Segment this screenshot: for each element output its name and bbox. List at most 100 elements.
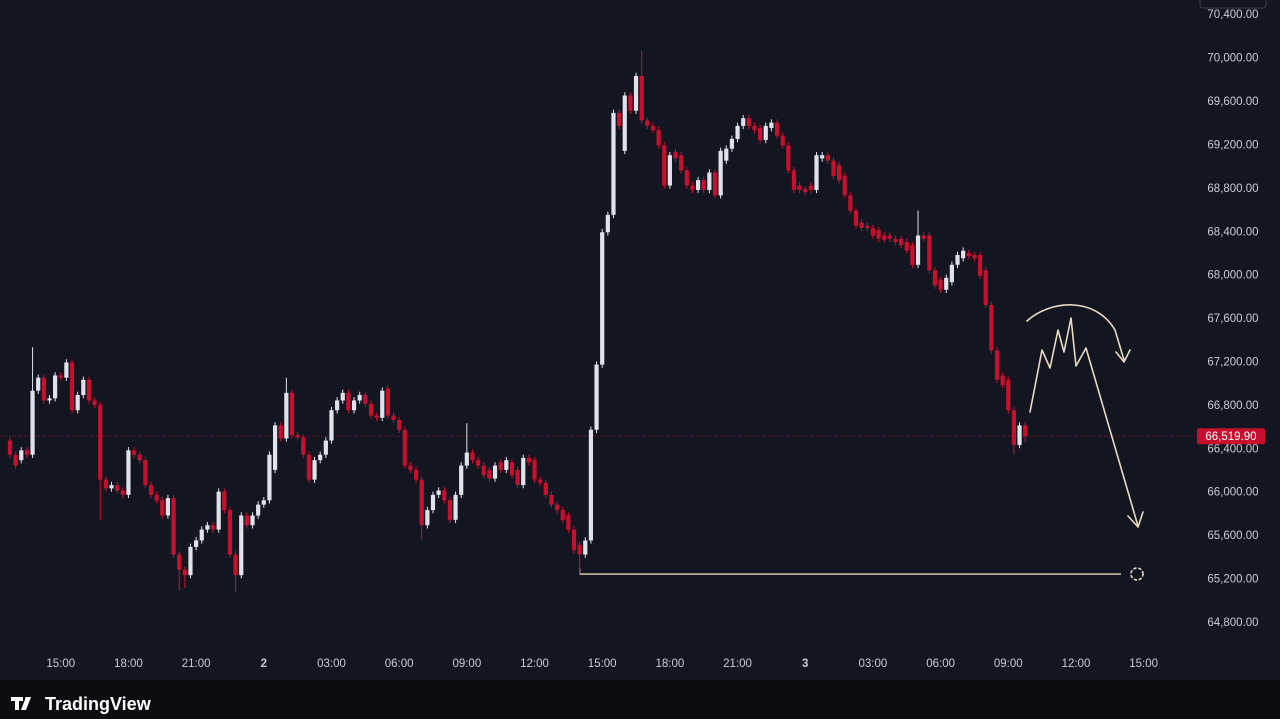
candle-body: [786, 145, 791, 171]
logo-dot: [25, 697, 29, 701]
y-tick-label: 65,200.00: [1207, 574, 1258, 586]
candle-body: [109, 485, 114, 489]
candle-body: [1006, 379, 1011, 411]
candle-body: [267, 454, 272, 501]
candle-body: [126, 450, 131, 495]
candle-body: [504, 460, 509, 470]
candle-body: [165, 498, 171, 516]
candle-body: [481, 465, 486, 476]
candle-body: [19, 450, 24, 461]
candle-body: [301, 437, 306, 455]
x-tick-label: 2: [261, 658, 267, 670]
candle-body: [69, 362, 75, 411]
candle-body: [820, 155, 825, 159]
candle-body: [825, 155, 830, 161]
candle-body: [588, 429, 594, 541]
candle-body: [295, 435, 300, 438]
x-tick-label: 15:00: [46, 658, 75, 670]
candle-body: [335, 400, 340, 411]
candle-body: [735, 125, 740, 139]
candle-body: [893, 238, 898, 243]
candle-body: [808, 185, 813, 190]
y-tick-label: 66,800.00: [1207, 400, 1258, 412]
y-tick-label: 64,800.00: [1207, 617, 1258, 629]
candle-body: [425, 510, 430, 526]
candle-body: [98, 404, 103, 480]
x-tick-label: 09:00: [452, 658, 481, 670]
candle-body: [780, 135, 785, 146]
candle-body: [368, 403, 374, 416]
candle-body: [752, 125, 757, 131]
candle-body: [261, 500, 266, 505]
candle-body: [662, 145, 667, 186]
candle-body: [549, 494, 554, 505]
candle-body: [707, 172, 712, 190]
candle-body: [41, 377, 46, 401]
brand-logo: TradingView: [11, 694, 152, 714]
candle-body: [24, 450, 30, 455]
candle-body: [120, 490, 125, 495]
x-tick-label: 3: [802, 658, 808, 670]
candle-body: [690, 185, 695, 190]
x-tick-label: 18:00: [114, 658, 143, 670]
zigzag-arrow: [1029, 317, 1139, 527]
candle-body: [741, 118, 746, 126]
candle-body: [791, 170, 797, 190]
x-tick-label: 21:00: [182, 658, 211, 670]
candle-body: [983, 270, 988, 305]
candle-body: [617, 112, 622, 126]
candle-body: [210, 525, 216, 530]
candle-body: [865, 225, 870, 228]
candle-body: [188, 546, 193, 576]
candle-body: [543, 482, 548, 495]
candle-body: [848, 195, 853, 211]
plot-area: 64,800.00 65,200.00 65,600.00 66,000.00 66,4…: [0, 9, 1265, 670]
candle-body: [583, 540, 588, 555]
candle-body: [160, 500, 165, 516]
candle-body: [763, 125, 768, 140]
candle-body: [171, 498, 176, 555]
footer-bar: [0, 680, 1280, 719]
candle-body: [58, 375, 63, 378]
candle-body: [729, 138, 735, 149]
candle-body: [346, 392, 351, 411]
y-tick-label: 67,600.00: [1207, 313, 1258, 325]
candle-body: [695, 180, 701, 190]
x-tick-label: 03:00: [859, 658, 888, 670]
candle-body: [949, 264, 954, 283]
candle-body: [803, 188, 808, 193]
candle-body: [239, 515, 244, 576]
candle-body: [904, 242, 909, 251]
candle-body: [712, 172, 718, 196]
candle-body: [53, 375, 58, 399]
candle-body: [47, 398, 52, 401]
candle-body: [402, 429, 407, 466]
candle-body: [194, 540, 199, 547]
candle-body: [340, 392, 345, 401]
candle-body: [391, 415, 396, 420]
candle-body: [436, 490, 441, 495]
candle-body: [679, 155, 684, 171]
candle-body: [650, 125, 656, 131]
candle-body: [86, 379, 92, 401]
candle-body: [611, 112, 616, 215]
candle-body: [600, 232, 605, 365]
candle-body: [656, 130, 661, 146]
candle-body: [831, 160, 836, 176]
candle-body: [628, 95, 633, 111]
candle-body: [938, 279, 943, 290]
candle-body: [910, 245, 915, 265]
candle-body: [972, 255, 977, 259]
candle-body: [430, 494, 436, 511]
candle-body: [289, 392, 295, 436]
candle-body: [882, 235, 887, 240]
x-tick-label: 21:00: [723, 658, 752, 670]
candle-body: [413, 469, 419, 480]
candle-body: [955, 255, 960, 265]
y-tick-label: 68,800.00: [1207, 183, 1258, 195]
brand-text: TradingView: [45, 694, 152, 714]
candle-body: [961, 250, 966, 259]
y-tick-label: 65,600.00: [1207, 530, 1258, 542]
candle-body: [915, 235, 921, 265]
candle-body: [397, 419, 402, 430]
